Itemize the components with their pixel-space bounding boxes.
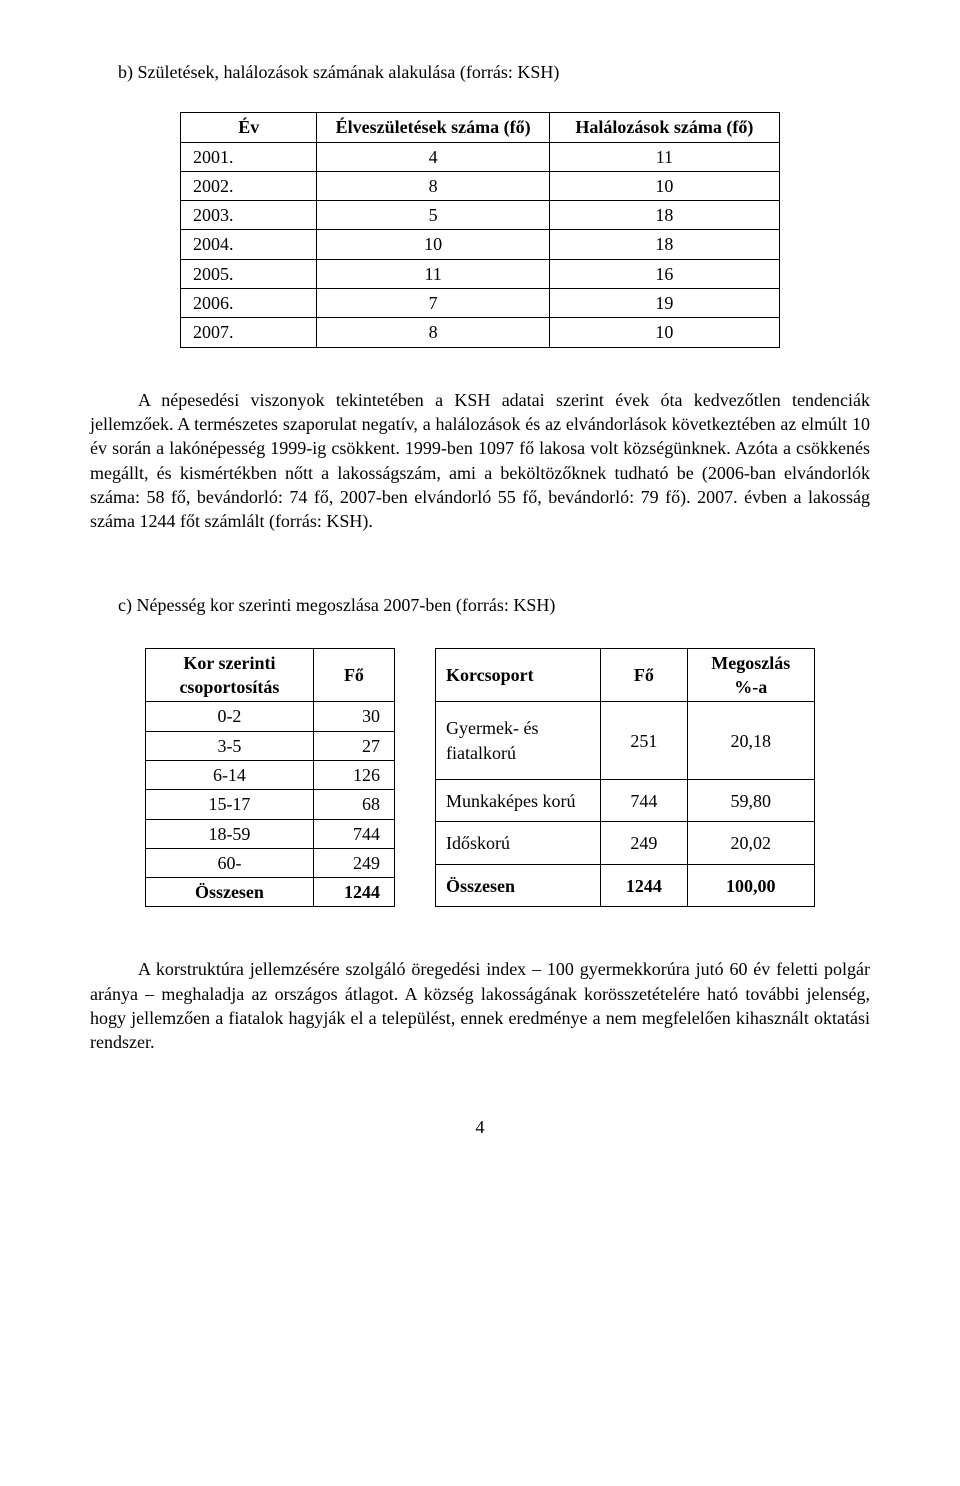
th-fo: Fő (313, 648, 394, 702)
table-row: Időskorú24920,02 (436, 822, 815, 864)
section-b-heading: b) Születések, halálozások számának alak… (90, 60, 870, 84)
section-c-heading: c) Népesség kor szerinti megoszlása 2007… (90, 593, 870, 617)
section-b-paragraph: A népesedési viszonyok tekintetében a KS… (90, 388, 870, 534)
table-row: 2004.1018 (181, 230, 780, 259)
table-row: Munkaképes korú74459,80 (436, 780, 815, 822)
page-number: 4 (90, 1115, 870, 1139)
table-row-total: Összesen1244100,00 (436, 864, 815, 907)
table-row: 3-527 (146, 731, 395, 760)
th-korcsoport: Korcsoport (436, 648, 601, 702)
age-category-table: Korcsoport Fő Megoszlás %-a Gyermek- és … (435, 648, 815, 908)
table-row: 18-59744 (146, 819, 395, 848)
table-row-total: Összesen1244 (146, 878, 395, 907)
section-c-paragraph: A korstruktúra jellemzésére szolgáló öre… (90, 957, 870, 1054)
table-row: 2005.1116 (181, 259, 780, 288)
table-row: 2003.518 (181, 201, 780, 230)
th-births: Élveszületések száma (fő) (317, 113, 549, 142)
table-row: 6-14126 (146, 760, 395, 789)
table-row: Gyermek- és fiatalkorú25120,18 (436, 702, 815, 780)
table-row: 2001.411 (181, 142, 780, 171)
table-row: 2002.810 (181, 171, 780, 200)
th-deaths: Halálozások száma (fő) (549, 113, 779, 142)
th-age-group: Kor szerinti csoportosítás (146, 648, 314, 702)
th-fo-right: Fő (601, 648, 687, 702)
th-pct: Megoszlás %-a (687, 648, 814, 702)
th-year: Év (181, 113, 317, 142)
age-tables-row: Kor szerinti csoportosítás Fő 0-230 3-52… (90, 648, 870, 908)
births-deaths-table: Év Élveszületések száma (fő) Halálozások… (180, 112, 780, 347)
table-row: 2006.719 (181, 289, 780, 318)
table-row: 0-230 (146, 702, 395, 731)
table-row: 15-1768 (146, 790, 395, 819)
table-row: 2007.810 (181, 318, 780, 347)
table-row: 60-249 (146, 848, 395, 877)
age-groups-table: Kor szerinti csoportosítás Fő 0-230 3-52… (145, 648, 395, 908)
